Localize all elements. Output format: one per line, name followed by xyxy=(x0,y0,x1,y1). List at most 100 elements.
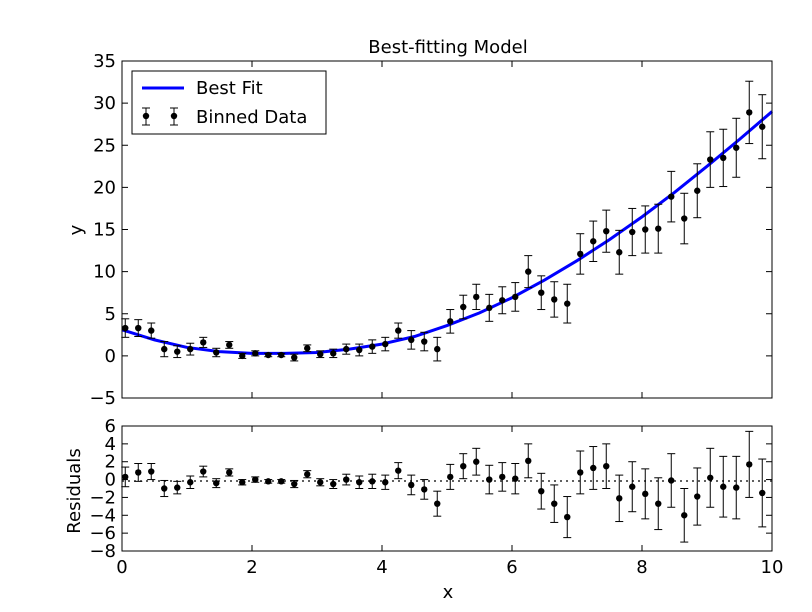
residual-point xyxy=(512,475,519,482)
residual-point xyxy=(499,473,506,481)
residual-point xyxy=(746,461,753,468)
legend: Best Fit Binned Data xyxy=(131,70,327,135)
bottom-ytick-label: 4 xyxy=(105,434,116,455)
binned-data-point xyxy=(330,350,337,357)
residual-point xyxy=(317,479,324,486)
binned-data-point xyxy=(473,293,480,301)
binned-data-point xyxy=(642,226,649,233)
top-ytick-label: 10 xyxy=(93,262,116,283)
residual-point xyxy=(304,471,311,478)
binned-data-point xyxy=(135,324,142,332)
binned-data-point xyxy=(148,327,155,334)
bottom-plot-frame xyxy=(121,425,773,552)
binned-data-point xyxy=(343,345,350,353)
bottom-ytick-label: 0 xyxy=(105,470,116,491)
top-ytick-label: 0 xyxy=(105,346,116,367)
top-ytick-label: −5 xyxy=(89,388,116,409)
residual-point xyxy=(148,468,155,475)
residuals-data-layer xyxy=(121,430,767,543)
bottom-xtick-label: 0 xyxy=(116,557,127,578)
binned-data-point xyxy=(460,303,467,311)
residuals-axis-label: Residuals xyxy=(64,448,85,533)
binned-data-point xyxy=(564,300,571,307)
binned-data-point xyxy=(603,227,610,235)
residual-point xyxy=(122,473,129,481)
residual-point xyxy=(551,500,558,507)
residual-point xyxy=(538,487,545,495)
residual-point xyxy=(707,474,714,481)
bottom-xtick-label: 8 xyxy=(636,557,647,578)
bottom-ytick-label: 2 xyxy=(105,452,116,473)
residual-point xyxy=(759,489,766,497)
main-plot-panel: Best-fitting Model y −5 0 5 10 15 20 25 30 35 Be… xyxy=(66,37,773,409)
legend-data-marker-icon-2 xyxy=(170,112,178,120)
residual-point xyxy=(135,469,142,476)
binned-data-point xyxy=(499,297,506,304)
chart-title: Best-fitting Model xyxy=(368,37,527,58)
binned-data-point xyxy=(408,336,415,344)
binned-data-point xyxy=(577,250,584,258)
residual-point xyxy=(733,484,740,491)
residual-point xyxy=(590,464,597,472)
top-ytick-label: 15 xyxy=(93,220,116,241)
y-axis-label: y xyxy=(66,224,87,235)
legend-box xyxy=(131,70,327,135)
bottom-ytick-label: −6 xyxy=(89,523,116,544)
binned-data-point xyxy=(447,318,454,325)
binned-data-point xyxy=(759,123,766,130)
binned-data-point xyxy=(512,293,519,301)
binned-data-point xyxy=(707,156,714,163)
residual-point xyxy=(226,469,233,476)
binned-data-point xyxy=(746,109,753,116)
binned-data-point xyxy=(616,249,623,256)
binned-data-point xyxy=(551,296,558,303)
binned-data-point xyxy=(356,346,363,354)
binned-data-point xyxy=(213,349,220,356)
bottom-xtick-label: 4 xyxy=(376,557,387,578)
residual-point xyxy=(330,480,337,488)
binned-data-point xyxy=(226,341,233,349)
residual-point xyxy=(356,479,363,486)
residual-point xyxy=(564,513,571,521)
binned-data-point xyxy=(252,350,259,357)
residual-point xyxy=(278,478,285,485)
legend-data-marker-icon xyxy=(142,112,150,120)
binned-data-point xyxy=(590,238,597,245)
legend-fit-label: Best Fit xyxy=(196,78,263,99)
residual-point xyxy=(343,476,350,483)
x-axis-label: x xyxy=(443,582,454,603)
top-ytick-label: 35 xyxy=(93,51,116,72)
residual-point xyxy=(291,480,298,488)
residual-point xyxy=(629,483,636,490)
binned-data-point xyxy=(525,268,532,275)
residual-point xyxy=(369,478,376,485)
best-fit-curve-layer xyxy=(121,110,773,355)
top-ytick-label: 30 xyxy=(93,93,116,114)
binned-data-point xyxy=(733,144,740,151)
bottom-ytick-label: −4 xyxy=(89,505,116,526)
bottom-ytick-label: −2 xyxy=(89,487,116,508)
bottom-xtick-label: 6 xyxy=(506,557,517,578)
residual-point xyxy=(525,457,532,465)
binned-data-point xyxy=(538,289,545,296)
binned-data-point xyxy=(434,345,441,353)
binned-data-point xyxy=(382,340,389,348)
residual-point xyxy=(720,483,727,490)
bottom-ytick-label: 6 xyxy=(105,416,116,437)
residual-point xyxy=(447,473,454,481)
residual-point xyxy=(239,479,246,486)
bottom-xtick-label: 10 xyxy=(761,557,784,578)
binned-data-point xyxy=(122,324,129,332)
residual-point xyxy=(473,458,480,465)
binned-data-point xyxy=(239,352,246,360)
best-fit-line xyxy=(121,110,773,355)
binned-data-point xyxy=(668,193,675,200)
residual-point xyxy=(603,462,610,470)
residual-point xyxy=(265,478,272,485)
legend-data-label: Binned Data xyxy=(196,107,307,128)
residual-point xyxy=(486,476,493,483)
binned-data-point xyxy=(187,345,194,353)
binned-data-point xyxy=(161,345,168,353)
